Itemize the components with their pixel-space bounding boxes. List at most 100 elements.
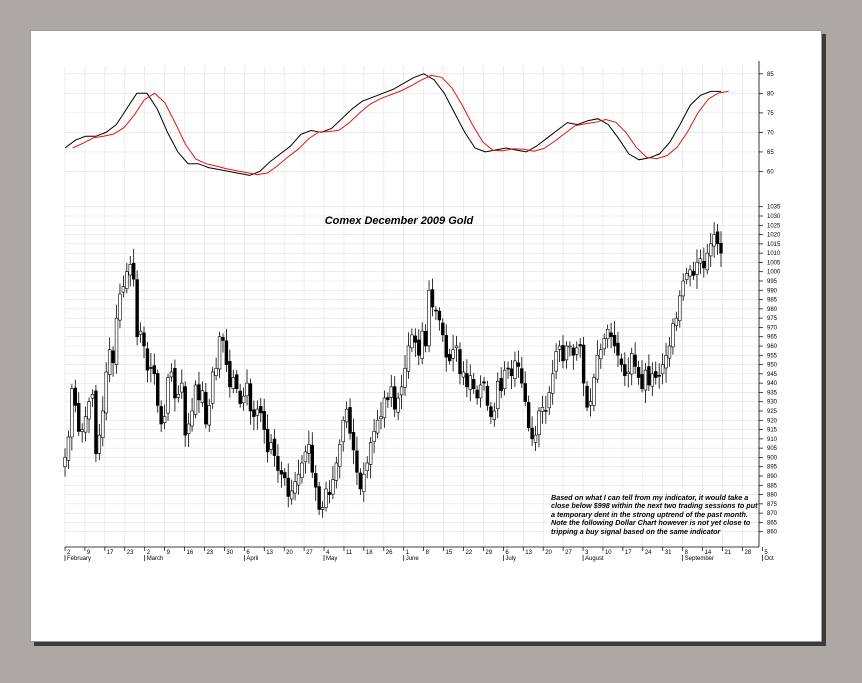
candle-body — [454, 345, 459, 349]
y-tick-label: 1005 — [767, 260, 781, 266]
y-tick-label: 940 — [767, 381, 778, 387]
y-tick-label: 1020 — [767, 233, 781, 239]
candle-body — [619, 358, 624, 365]
candle-body — [368, 442, 373, 465]
x-tick-label: 26 — [386, 550, 393, 556]
x-tick-label: 24 — [645, 550, 652, 556]
x-tick-label: 17 — [625, 550, 632, 556]
candle-body — [269, 442, 273, 450]
chart-title: Comex December 2009 Gold — [325, 215, 474, 227]
candle-body — [224, 340, 229, 365]
candle-body — [131, 262, 136, 280]
y-tick-label: 1025 — [767, 223, 781, 229]
candle-body — [324, 488, 328, 508]
candle-body — [94, 390, 98, 455]
x-tick-label: 8 — [426, 550, 430, 556]
candle-body — [506, 367, 510, 370]
candle-body — [465, 373, 469, 388]
candle-body — [523, 383, 527, 403]
candle-body — [262, 411, 266, 430]
candle-body — [362, 473, 366, 493]
candle-body — [403, 367, 407, 388]
candle-body — [427, 289, 431, 347]
candle-body — [489, 406, 493, 417]
candle-body — [128, 263, 132, 276]
candle-body — [365, 462, 369, 471]
candle-body — [695, 262, 699, 275]
y-tick-label: 65 — [767, 150, 774, 156]
candle-body — [458, 349, 462, 375]
candle-body — [310, 444, 314, 473]
candle-body — [616, 342, 620, 356]
candle-body — [396, 397, 400, 413]
x-tick-label: 13 — [525, 550, 532, 556]
candle-body — [447, 354, 452, 362]
x-tick-label: 27 — [565, 550, 572, 556]
y-tick-label: 85 — [767, 72, 774, 78]
candle-body — [664, 354, 668, 369]
candle-body — [217, 336, 222, 370]
y-tick-label: 920 — [767, 418, 778, 424]
candle-body — [276, 456, 280, 471]
candle-body — [252, 409, 256, 417]
axes: 6065707580858608658708758808858908959009… — [64, 61, 781, 562]
x-tick-label: 9 — [167, 550, 171, 556]
x-tick-label: 8 — [685, 550, 689, 556]
x-tick-label: 29 — [485, 550, 492, 556]
x-tick-label: 20 — [545, 550, 552, 556]
indicator-line — [64, 73, 721, 176]
y-tick-label: 900 — [767, 455, 778, 461]
x-tick-label: 4 — [326, 550, 330, 556]
candle-body — [588, 401, 593, 406]
candle-body — [564, 345, 569, 361]
y-tick-label: 915 — [767, 428, 778, 434]
x-tick-label: 18 — [366, 550, 373, 556]
candle-body — [314, 473, 318, 488]
candle-body — [70, 388, 74, 438]
y-tick-label: 960 — [767, 344, 778, 350]
y-tick-label: 860 — [767, 530, 778, 536]
candle-body — [320, 507, 325, 510]
candle-body — [156, 373, 160, 406]
candle-body — [97, 434, 102, 454]
y-tick-label: 870 — [767, 511, 778, 517]
x-tick-label: 23 — [206, 550, 213, 556]
candle-body — [193, 384, 198, 415]
candle-body — [214, 367, 218, 377]
candle-body — [647, 366, 651, 386]
candle-body — [173, 368, 177, 399]
candle-body — [640, 374, 644, 390]
candle-body — [66, 436, 71, 461]
month-label: September — [685, 556, 714, 562]
indicator-grid — [65, 73, 759, 172]
candle-body — [63, 457, 67, 468]
candle-body — [417, 339, 421, 356]
candle-body — [410, 334, 414, 349]
x-tick-label: 30 — [226, 550, 233, 556]
candle-body — [698, 258, 703, 264]
candle-body — [681, 280, 685, 297]
y-tick-label: 930 — [767, 400, 778, 406]
x-tick-label: 21 — [725, 550, 732, 556]
candle-body — [520, 368, 524, 384]
x-tick-label: 2 — [147, 550, 151, 556]
candle-body — [633, 354, 637, 367]
x-tick-label: 3 — [585, 550, 589, 556]
candle-body — [684, 273, 689, 280]
y-tick-label: 1015 — [767, 242, 781, 248]
y-tick-label: 975 — [767, 316, 778, 322]
candle-body — [585, 385, 589, 408]
candle-body — [468, 375, 472, 390]
candle-body — [393, 386, 397, 410]
x-tick-label: 31 — [665, 550, 672, 556]
candle-body — [118, 293, 122, 321]
candle-body — [526, 402, 531, 429]
candle-body — [654, 371, 658, 378]
candle-body — [568, 345, 572, 348]
candle-body — [289, 490, 294, 500]
indicator-line — [72, 74, 729, 176]
y-tick-label: 890 — [767, 474, 778, 480]
candle-body — [338, 444, 342, 467]
candle-body — [472, 379, 476, 390]
candle-body — [530, 427, 534, 440]
